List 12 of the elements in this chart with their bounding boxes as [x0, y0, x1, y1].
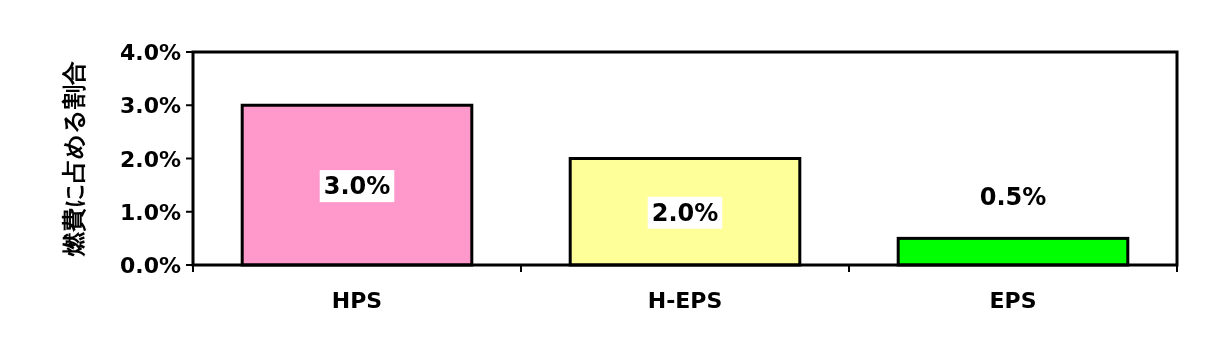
x-tick-label: H-EPS: [647, 288, 723, 313]
y-tick-label: 0.0%: [119, 253, 181, 278]
data-label: 3.0%: [323, 172, 391, 201]
y-tick-label: 2.0%: [119, 146, 181, 172]
y-axis-title: 燃費に占める割合: [60, 61, 88, 257]
data-label: 2.0%: [651, 198, 719, 227]
y-tick-label: 1.0%: [119, 199, 181, 225]
y-tick-label: 3.0%: [119, 93, 181, 119]
x-tick-label: EPS: [989, 288, 1037, 313]
data-label: 0.5%: [979, 183, 1047, 212]
y-tick-label: 4.0%: [119, 40, 181, 65]
x-tick-label: HPS: [331, 288, 383, 313]
